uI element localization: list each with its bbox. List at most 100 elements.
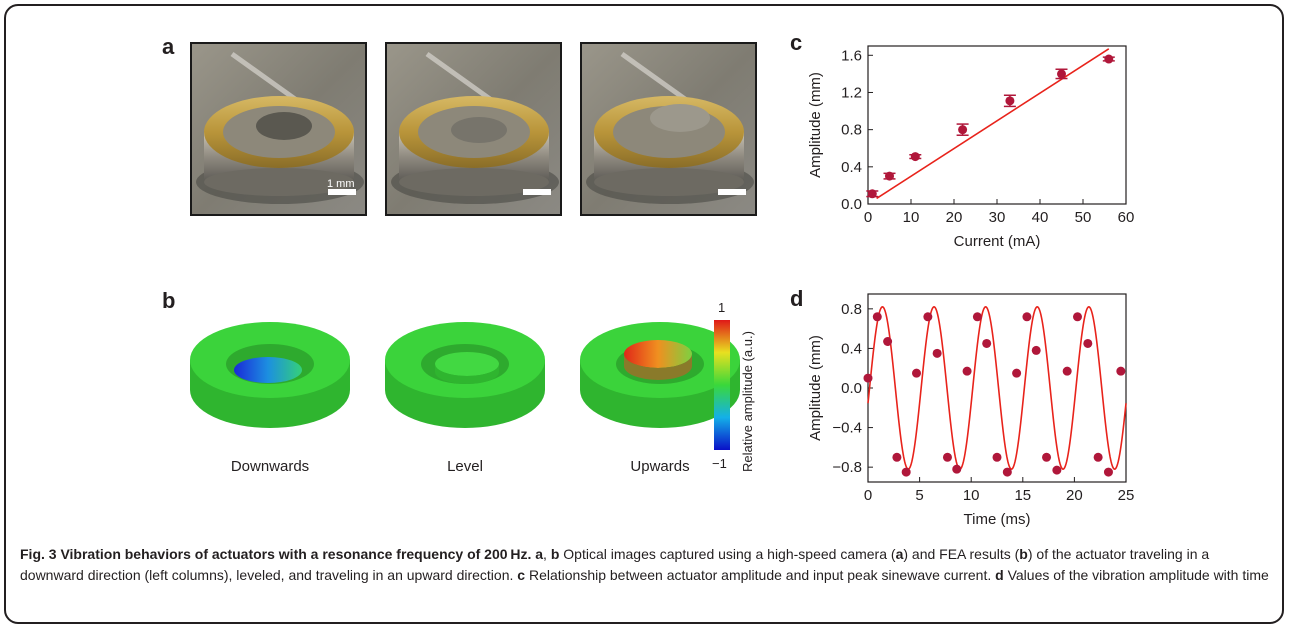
caption-ref-a2: a <box>895 546 904 562</box>
data-point <box>932 348 942 358</box>
photo-downwards <box>190 42 367 216</box>
x-tick-label: 30 <box>989 209 1006 226</box>
fea-level <box>385 322 545 428</box>
data-point <box>1052 465 1062 475</box>
data-point <box>1022 312 1032 322</box>
y-tick-label: 1.2 <box>841 84 862 101</box>
data-point <box>885 171 894 181</box>
data-point <box>867 189 877 199</box>
data-point <box>872 312 882 322</box>
data-point <box>1002 467 1012 477</box>
data-point <box>1116 366 1126 376</box>
photo-upwards <box>580 42 757 216</box>
fit-line <box>876 48 1110 200</box>
caption-fig-title: Fig. 3 Vibration behaviors of actuators … <box>20 546 532 562</box>
y-tick-label: 1.6 <box>841 47 862 64</box>
fea-label-downwards: Downwards <box>230 458 310 475</box>
data-point <box>952 464 962 474</box>
figure-caption: Fig. 3 Vibration behaviors of actuators … <box>20 544 1270 586</box>
x-tick-label: 20 <box>1066 487 1083 504</box>
data-point <box>1083 338 1093 348</box>
colorbar-title: Relative amplitude (a.u.) <box>740 331 755 472</box>
y-tick-label: 0.0 <box>841 380 862 397</box>
x-tick-label: 10 <box>903 209 920 226</box>
figure-frame <box>4 4 1284 624</box>
y-tick-label: −0.8 <box>832 459 862 476</box>
caption-text-3: ) of the actuator traveling in a downwar… <box>20 546 1210 583</box>
x-tick-label: 15 <box>1014 487 1031 504</box>
fea-upwards <box>580 322 740 428</box>
data-point <box>863 373 873 383</box>
caption-ref-a: a <box>535 546 544 562</box>
caption-ref-b: b <box>550 546 560 562</box>
caption-sep: , <box>543 546 551 562</box>
caption-ref-b2: b <box>1019 546 1028 562</box>
y-tick-label: 0.8 <box>841 122 862 139</box>
y-tick-label: −0.4 <box>832 420 862 437</box>
fea-label-level: Level <box>447 458 483 475</box>
caption-text-5: Values of the vibration amplitude with t… <box>1003 567 1269 583</box>
data-point <box>992 452 1002 462</box>
sine-fit-line <box>867 306 1127 470</box>
caption-text-4: Relationship between actuator amplitude … <box>525 567 996 583</box>
plot-frame <box>867 45 1127 205</box>
data-point <box>972 312 982 322</box>
data-point <box>958 125 968 135</box>
panel-label-a: a <box>162 34 175 59</box>
colorbar-min-label: −1 <box>712 456 727 471</box>
data-point <box>923 312 933 322</box>
chart-amplitude-vs-current: 0 10 20 30 40 50 60 0.0 0.4 0.8 1.2 1.6 Current (mA)… <box>807 45 1135 250</box>
caption-text-1: Optical images captured using a high-spe… <box>559 546 896 562</box>
colorbar <box>714 320 730 450</box>
chart-amplitude-vs-time: 0 5 10 15 20 25 0.8 0.4 0.0 −0.4 −0.8 Time (ms) Ampl… <box>807 293 1135 528</box>
scale-bar-label: 1 mm <box>327 178 355 190</box>
actuator-photo-1 <box>192 44 365 214</box>
y-axis-label: Amplitude (mm) <box>807 335 824 441</box>
data-point <box>912 368 922 378</box>
y-tick-label: 0.8 <box>841 301 862 318</box>
data-point <box>1042 452 1052 462</box>
x-tick-label: 40 <box>1032 209 1049 226</box>
data-point <box>910 152 920 162</box>
y-tick-label: 0.4 <box>841 159 862 176</box>
y-tick-label: 0.0 <box>841 196 862 213</box>
data-point <box>1057 69 1066 79</box>
x-tick-label: 50 <box>1075 209 1092 226</box>
panel-label-b: b <box>162 288 176 313</box>
caption-ref-d: d <box>995 567 1004 583</box>
actuator-photo-2 <box>387 44 560 214</box>
caption-ref-c: c <box>517 567 526 583</box>
x-tick-label: 0 <box>864 209 872 226</box>
x-tick-label: 60 <box>1118 209 1135 226</box>
y-axis-label: Amplitude (mm) <box>807 72 824 178</box>
data-point <box>901 467 911 477</box>
y-tick-label: 0.4 <box>841 340 862 357</box>
data-point <box>1104 54 1114 64</box>
data-point <box>942 452 952 462</box>
x-tick-label: 10 <box>963 487 980 504</box>
data-point <box>1103 467 1113 477</box>
caption-text-2: ) and FEA results ( <box>903 546 1020 562</box>
x-tick-label: 5 <box>915 487 923 504</box>
data-point <box>1012 368 1022 378</box>
data-point <box>1072 312 1082 322</box>
data-point <box>1005 96 1015 106</box>
x-tick-label: 25 <box>1118 487 1135 504</box>
actuator-photo-3 <box>582 44 755 214</box>
data-point <box>883 336 893 346</box>
fea-label-upwards: Upwards <box>630 458 690 475</box>
panel-label-d: d <box>790 286 804 311</box>
data-point <box>982 338 992 348</box>
panel-label-c: c <box>790 30 803 55</box>
colorbar-max-label: 1 <box>718 300 726 315</box>
fea-renders <box>190 322 740 428</box>
x-tick-label: 0 <box>864 487 872 504</box>
data-point <box>1062 366 1072 376</box>
data-point <box>1031 345 1041 355</box>
fea-downwards <box>190 322 350 428</box>
x-tick-label: 20 <box>946 209 963 226</box>
data-point <box>1093 452 1103 462</box>
data-point <box>962 366 972 376</box>
x-axis-label: Current (mA) <box>954 233 1041 250</box>
x-axis-label: Time (ms) <box>964 511 1031 528</box>
